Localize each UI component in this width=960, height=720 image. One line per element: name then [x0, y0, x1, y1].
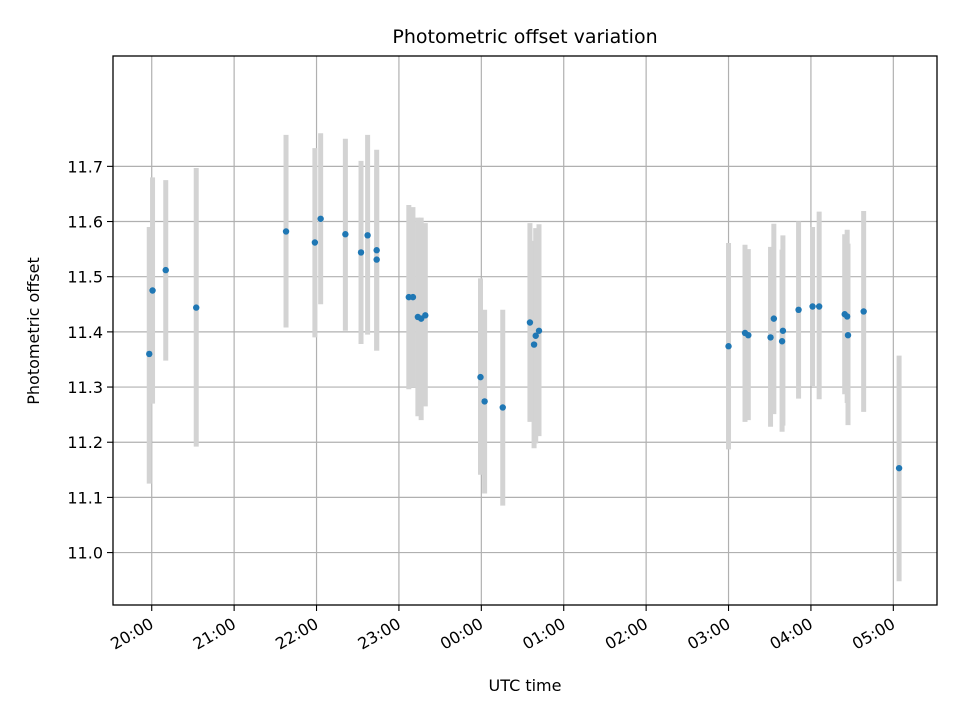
data-point: [409, 293, 417, 301]
data-point: [860, 308, 867, 315]
data-point: [795, 306, 802, 314]
data-point: [162, 266, 169, 274]
y-tick-label: 11.0: [67, 544, 103, 563]
plot-frame: [112, 55, 938, 606]
data-point: [373, 247, 380, 254]
data-point: [422, 312, 429, 319]
y-tick-label: 11.7: [67, 157, 103, 176]
y-tick-label: 11.4: [67, 323, 103, 342]
y-tick-label: 11.6: [67, 213, 103, 232]
chart-title: Photometric offset variation: [392, 26, 657, 48]
x-axis-label: UTC time: [489, 676, 562, 695]
data-point: [477, 373, 484, 381]
data-point: [282, 228, 290, 235]
data-points: [146, 215, 903, 472]
data-point: [535, 327, 543, 334]
data-point: [317, 215, 324, 222]
data-point: [146, 350, 153, 358]
data-point: [895, 464, 903, 472]
data-point: [357, 249, 365, 256]
data-point: [778, 338, 786, 345]
data-point: [526, 319, 534, 326]
data-point: [844, 331, 852, 339]
data-point: [809, 303, 816, 310]
data-point: [815, 303, 823, 310]
data-point: [193, 304, 200, 311]
data-point: [499, 404, 506, 411]
data-point: [342, 231, 349, 238]
data-point: [149, 287, 156, 294]
data-point: [745, 331, 752, 339]
data-point: [779, 327, 787, 334]
data-point: [364, 232, 371, 239]
y-axis-label: Photometric offset: [24, 257, 43, 405]
data-point: [532, 332, 539, 339]
data-point: [767, 334, 774, 341]
data-point: [373, 256, 380, 263]
data-point: [725, 343, 732, 350]
y-tick-label: 11.3: [67, 378, 103, 397]
data-point: [311, 239, 319, 246]
data-point: [843, 313, 851, 320]
axis-ticks: [107, 165, 894, 611]
data-point: [481, 398, 488, 405]
y-tick-label: 11.2: [67, 433, 103, 452]
y-tick-label: 11.5: [67, 268, 103, 287]
data-point: [530, 341, 538, 348]
y-tick-label: 11.1: [67, 488, 103, 507]
data-point: [770, 315, 778, 322]
